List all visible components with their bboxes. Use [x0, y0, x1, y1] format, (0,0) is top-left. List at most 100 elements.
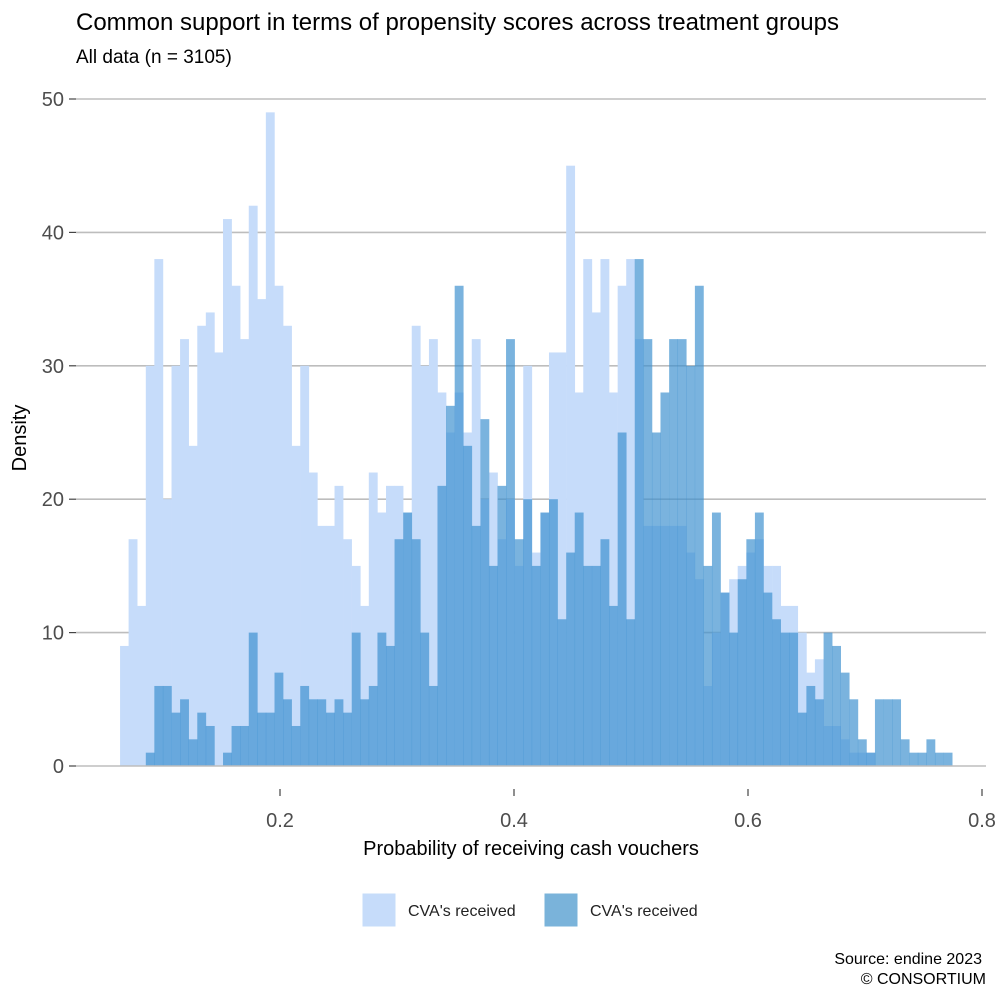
bar-series-2-bin-20 [325, 712, 335, 766]
bar-series-2-bin-18 [308, 699, 318, 766]
bar-series-2-bin-46 [548, 499, 558, 766]
bar-series-2-bin-74 [789, 632, 799, 766]
bar-series-2-bin-61 [677, 339, 687, 766]
bar-series-2-bin-4 [180, 699, 189, 766]
bar-series-2-bin-52 [600, 539, 610, 766]
bar-series-1-bin-31 [386, 485, 395, 766]
bar-series-2-bin-8 [223, 752, 232, 766]
bar-series-2-bin-31 [420, 632, 430, 766]
bar-series-2-bin-65 [711, 512, 721, 766]
bar-series-2-bin-80 [840, 672, 850, 766]
bar-series-2-bin-77 [814, 699, 824, 766]
bar-series-2-bin-43 [523, 499, 533, 766]
y-tick-label-0: 0 [53, 756, 64, 778]
bar-series-1-bin-14 [240, 339, 249, 766]
bar-series-2-bin-16 [291, 725, 301, 766]
bar-series-2-bin-51 [591, 565, 601, 766]
bar-series-2-bin-17 [300, 685, 310, 766]
bar-series-2-bin-82 [857, 739, 867, 766]
bar-series-1-bin-20 [291, 445, 301, 766]
bar-series-2-bin-63 [694, 285, 704, 766]
bar-series-2-bin-28 [394, 539, 404, 766]
bar-series-1-bin-19 [283, 325, 292, 766]
bar-series-2-bin-15 [283, 699, 292, 766]
bar-series-2-bin-69 [746, 539, 756, 766]
bar-series-1-bin-13 [231, 285, 241, 766]
bar-series-2-bin-68 [737, 579, 747, 766]
bar-series-2-bin-26 [377, 632, 387, 766]
bar-series-2-bin-14 [274, 672, 284, 766]
bar-series-2-bin-42 [514, 539, 524, 766]
bar-series-2-bin-49 [574, 512, 584, 766]
bar-series-2-bin-30 [411, 539, 421, 766]
y-tick-label-40: 40 [42, 222, 64, 244]
bar-series-2-bin-81 [849, 699, 859, 766]
bar-series-2-bin-44 [531, 565, 541, 766]
bar-series-1-bin-79 [797, 632, 807, 766]
bar-series-1-bin-57 [609, 392, 618, 766]
bar-series-2-bin-78 [823, 632, 833, 766]
bar-series-1-bin-28 [360, 605, 370, 766]
chart-title: Common support in terms of propensity sc… [76, 9, 839, 36]
bar-series-2-bin-40 [497, 485, 507, 766]
bar-series-1-bin-16 [257, 299, 267, 766]
bar-series-2-bin-92 [943, 752, 953, 766]
y-tick-label-30: 30 [42, 356, 64, 378]
y-axis-ticks: 0 10 20 30 40 50 [42, 89, 76, 778]
bar-series-1-bin-9 [197, 325, 207, 766]
bar-series-1-bin-3 [145, 365, 155, 766]
bar-series-2-bin-75 [797, 712, 807, 766]
y-axis-label: Density [9, 405, 31, 472]
bar-series-1-bin-5 [162, 499, 172, 766]
bar-series-1-bin-1 [128, 539, 138, 766]
bar-series-1-bin-55 [591, 312, 601, 766]
bar-series-2-bin-55 [626, 619, 636, 766]
bar-series-2-bin-86 [892, 699, 902, 766]
bar-series-2-bin-23 [351, 632, 361, 766]
bar-series-2-bin-7 [205, 725, 215, 766]
x-tick-label-0.6: 0.6 [734, 810, 762, 832]
bar-series-1-bin-26 [343, 539, 352, 766]
bar-series-1-bin-0 [120, 645, 129, 766]
bar-series-2-bin-41 [506, 339, 515, 766]
bar-series-2-bin-25 [368, 685, 378, 766]
bar-series-2-bin-50 [583, 565, 593, 766]
bar-series-2-bin-22 [343, 712, 352, 766]
bar-series-2-bin-48 [566, 552, 576, 766]
bar-series-2-bin-0 [145, 752, 155, 766]
x-axis-ticks: 0.2 0.4 0.6 0.8 [266, 789, 996, 832]
bar-series-2-bin-67 [729, 632, 739, 766]
bar-series-2-bin-60 [669, 339, 679, 766]
bar-series-2-bin-1 [154, 685, 164, 766]
bar-series-1-bin-35 [420, 365, 430, 766]
bar-series-2-bin-34 [446, 405, 455, 766]
bar-series-1-bin-17 [265, 112, 275, 767]
bar-series-2-bin-45 [540, 512, 550, 766]
x-tick-label-0.4: 0.4 [500, 810, 528, 832]
bar-series-2-bin-91 [934, 752, 944, 766]
bar-series-2-bin-36 [463, 445, 473, 766]
bar-series-2-bin-72 [772, 619, 781, 766]
bar-series-2-bin-59 [660, 392, 670, 766]
bar-series-2-bin-56 [634, 259, 644, 766]
bar-series-1-bin-18 [274, 285, 284, 766]
bar-series-2-bin-54 [617, 432, 627, 766]
bar-series-1-bin-11 [214, 352, 224, 766]
bar-series-1-bin-29 [368, 472, 378, 766]
bar-series-2-bin-37 [471, 525, 481, 766]
legend-label-series-1: CVA's received [408, 903, 516, 920]
bar-series-2-bin-12 [257, 712, 267, 766]
caption-copyright: © CONSORTIUM [861, 971, 986, 988]
bar-series-2-bin-85 [883, 699, 893, 766]
bar-series-2-bin-64 [703, 565, 713, 766]
bar-series-2-bin-47 [557, 619, 567, 766]
bar-series-1-bin-8 [188, 445, 198, 766]
bar-series-2-bin-71 [763, 592, 773, 766]
bar-series-2-bin-10 [240, 725, 249, 766]
y-tick-label-20: 20 [42, 489, 64, 511]
bar-series-1-bin-23 [317, 525, 327, 766]
bar-series-2-bin-90 [926, 739, 936, 766]
bar-series-2-bin-9 [231, 725, 241, 766]
bar-series-2-bin-87 [900, 739, 910, 766]
